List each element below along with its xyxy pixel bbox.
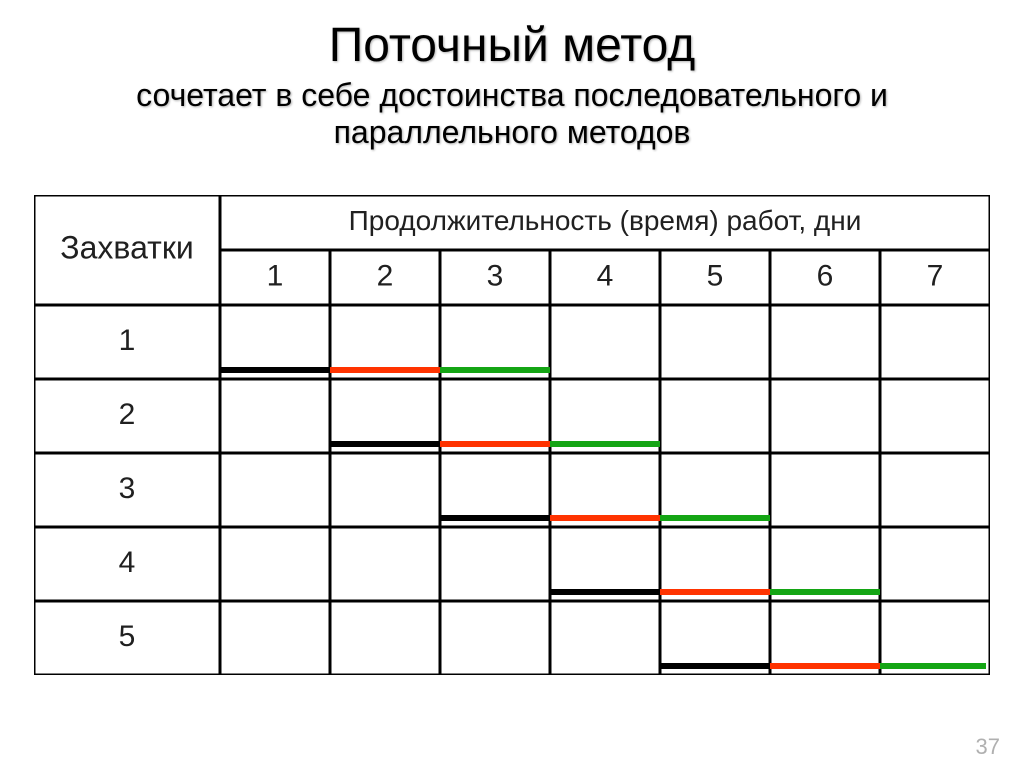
svg-text:Продолжительность (время) рабо: Продолжительность (время) работ, дни [349,205,862,236]
svg-text:2: 2 [377,259,394,292]
gantt-bar [660,515,770,521]
svg-text:4: 4 [597,259,614,292]
svg-text:1: 1 [267,259,284,292]
svg-text:2: 2 [119,398,136,431]
svg-text:3: 3 [487,259,504,292]
gantt-bar [440,441,550,447]
gantt-bar [440,367,550,373]
page-number: 37 [976,734,1000,760]
svg-text:Захватки: Захватки [60,229,193,265]
gantt-bar [440,515,550,521]
svg-text:3: 3 [119,472,136,505]
gantt-bar [330,367,440,373]
slide-subtitle: сочетает в себе достоинства последовател… [40,77,984,151]
svg-text:7: 7 [927,259,944,292]
gantt-bar [660,589,770,595]
svg-text:5: 5 [119,620,136,653]
gantt-bar [550,589,660,595]
svg-text:1: 1 [119,324,136,357]
gantt-bar [550,515,660,521]
gantt-bar [770,663,880,669]
gantt-bar [550,441,660,447]
gantt-bar [660,663,770,669]
gantt-chart: Захватки Продолжительность (время) работ,… [34,195,990,675]
svg-text:5: 5 [707,259,724,292]
svg-text:6: 6 [817,259,834,292]
svg-text:4: 4 [119,546,136,579]
gantt-bar [770,589,880,595]
gantt-bar [220,367,330,373]
gantt-bar [880,663,986,669]
slide-title: Поточный метод [40,18,984,73]
gantt-bar [330,441,440,447]
